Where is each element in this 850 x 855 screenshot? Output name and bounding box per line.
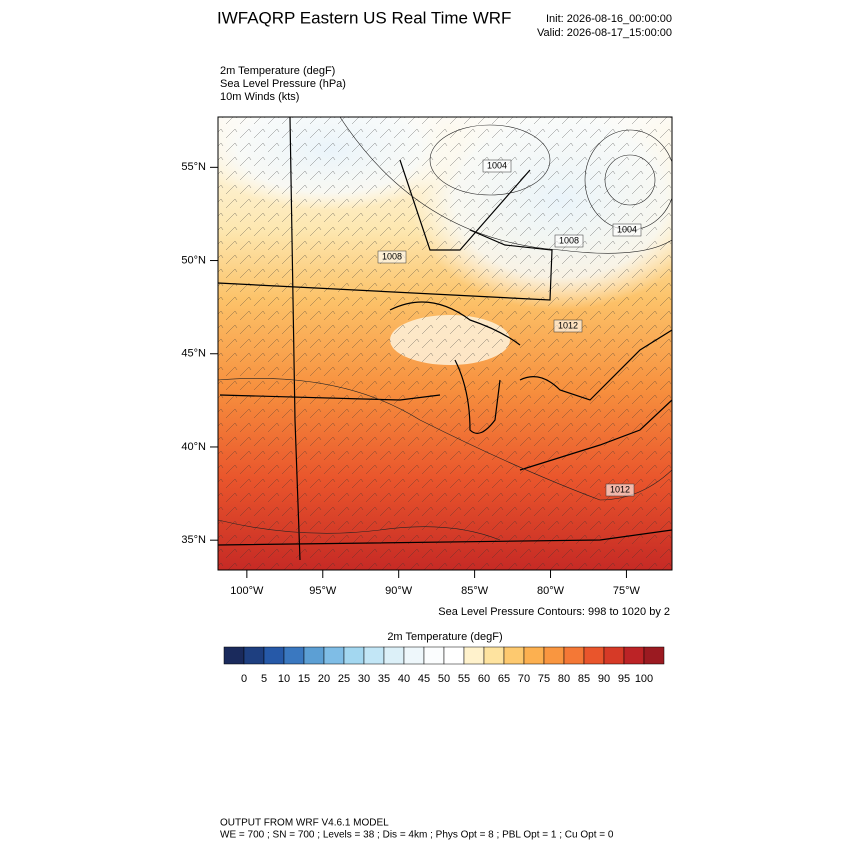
lat-tick-label: 45°N	[181, 348, 206, 360]
colorbar-label: 45	[418, 673, 430, 685]
contour-label-box	[482, 159, 512, 173]
lat-tick-label: 55°N	[181, 161, 206, 173]
colorbar-label: 100	[635, 673, 653, 685]
contour-label: 1008	[559, 235, 579, 245]
field-label: 2m Temperature (degF)	[220, 65, 335, 77]
colorbar-box	[303, 646, 325, 665]
contour-label: 1012	[558, 320, 578, 330]
lat-tick-label: 35°N	[181, 534, 206, 546]
colorbar-box	[423, 646, 445, 665]
colorbar-label: 85	[578, 673, 590, 685]
colorbar-label: 50	[438, 673, 450, 685]
colorbar-label: 15	[298, 673, 310, 685]
colorbar-box	[563, 646, 585, 665]
lon-tick-label: 95°W	[309, 585, 337, 597]
footer-line: WE = 700 ; SN = 700 ; Levels = 38 ; Dis …	[220, 830, 614, 841]
field-label: 10m Winds (kts)	[220, 91, 299, 103]
init-time: Init: 2026-08-16_00:00:00	[546, 13, 672, 25]
colorbar-label: 5	[261, 673, 267, 685]
contour-label: 1012	[610, 484, 630, 494]
colorbar-box	[283, 646, 305, 665]
map-field	[218, 117, 672, 570]
colorbar-box	[363, 646, 385, 665]
colorbar-box	[543, 646, 565, 665]
colorbar-box	[503, 646, 525, 665]
contour-label: 1004	[487, 160, 507, 170]
contour-label-box	[554, 234, 584, 248]
map-annotations: 35°N 40°N 45°N 50°N 55°N 100°W 95°W 90°W 85°W 80°…	[181, 159, 642, 597]
colorbar-box	[623, 646, 645, 665]
colorbar: 0 5 10 15 20 25 30 35 40 45 50 55 60 65 70 75 80 85 90 95 10…	[223, 646, 665, 685]
colorbar-label: 35	[378, 673, 390, 685]
contour-label-box	[612, 223, 642, 237]
colorbar-box	[243, 646, 265, 665]
colorbar-box	[403, 646, 425, 665]
colorbar-box	[523, 646, 545, 665]
colorbar-label: 10	[278, 673, 290, 685]
colorbar-box	[323, 646, 345, 665]
colorbar-box	[483, 646, 505, 665]
colorbar-label: 70	[518, 673, 530, 685]
colorbar-box	[263, 646, 285, 665]
colorbar-label: 95	[618, 673, 630, 685]
contour-label-box	[377, 250, 407, 264]
colorbar-box	[643, 646, 665, 665]
footer-line: OUTPUT FROM WRF V4.6.1 MODEL	[220, 818, 389, 829]
contour-label: 1004	[617, 224, 637, 234]
colorbar-label: 20	[318, 673, 330, 685]
colorbar-box	[603, 646, 625, 665]
colorbar-box	[223, 646, 245, 665]
lon-tick-label: 80°W	[537, 585, 565, 597]
contour-caption: Sea Level Pressure Contours: 998 to 1020…	[438, 606, 670, 618]
colorbar-label: 40	[398, 673, 410, 685]
title: IWFAQRP Eastern US Real Time WRF	[217, 8, 511, 27]
lon-tick-label: 85°W	[461, 585, 489, 597]
colorbar-label: 60	[478, 673, 490, 685]
colorbar-box	[383, 646, 405, 665]
lat-tick-label: 50°N	[181, 254, 206, 266]
colorbar-label: 90	[598, 673, 610, 685]
map-frame	[217, 116, 673, 571]
colorbar-box	[463, 646, 485, 665]
colorbar-box	[583, 646, 605, 665]
colorbar-label: 0	[241, 673, 247, 685]
lat-tick-label: 40°N	[181, 441, 206, 453]
colorbar-title: 2m Temperature (degF)	[387, 631, 502, 643]
colorbar-label: 75	[538, 673, 550, 685]
colorbar-label: 25	[338, 673, 350, 685]
colorbar-label: 30	[358, 673, 370, 685]
lon-tick-label: 100°W	[230, 585, 264, 597]
contour-label: 1008	[382, 251, 402, 261]
colorbar-label: 65	[498, 673, 510, 685]
lon-tick-label: 75°W	[613, 585, 641, 597]
colorbar-label: 80	[558, 673, 570, 685]
colorbar-box	[343, 646, 365, 665]
field-label: Sea Level Pressure (hPa)	[220, 78, 346, 90]
contour-label-box	[605, 483, 635, 497]
lon-tick-label: 90°W	[385, 585, 413, 597]
valid-time: Valid: 2026-08-17_15:00:00	[537, 27, 672, 39]
colorbar-box	[443, 646, 465, 665]
colorbar-label: 55	[458, 673, 470, 685]
contour-label-box	[553, 319, 583, 333]
